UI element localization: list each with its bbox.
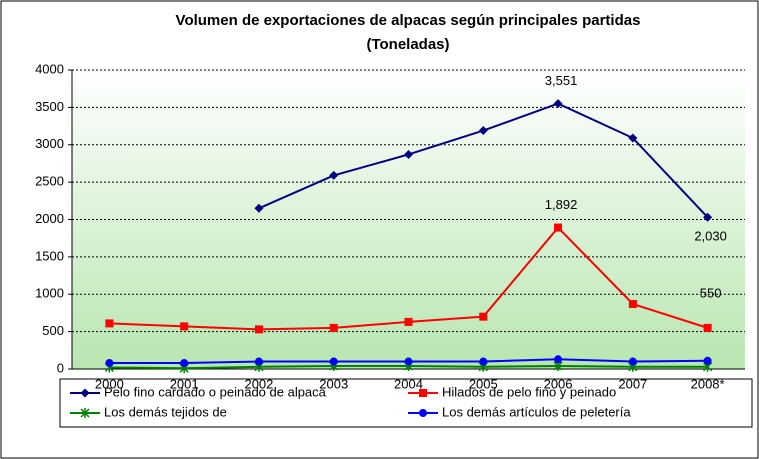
chart-subtitle: (Toneladas) [366, 36, 449, 53]
marker [628, 299, 637, 308]
x-tick-label: 2008* [691, 376, 725, 391]
marker [628, 357, 637, 366]
marker [80, 388, 90, 398]
marker [703, 356, 712, 365]
marker [419, 389, 427, 397]
marker [80, 408, 90, 418]
x-tick-label: 2007 [618, 376, 647, 391]
data-label: 2,030 [694, 229, 727, 244]
marker [554, 355, 563, 364]
legend [59, 378, 753, 428]
marker [703, 212, 713, 222]
marker [404, 149, 413, 159]
y-tick-label: 3500 [35, 99, 64, 114]
marker [553, 99, 563, 109]
y-tick-label: 4000 [35, 61, 64, 76]
legend-label: Los demás tejidos de [104, 404, 227, 419]
y-tick-label: 500 [42, 323, 64, 338]
marker [478, 126, 488, 136]
y-tick-label: 2500 [35, 174, 64, 189]
marker [180, 359, 189, 368]
x-tick-label: 2006 [544, 376, 573, 391]
x-tick-label: 2004 [394, 376, 423, 391]
marker [105, 319, 114, 328]
legend-label: Pelo fino cardado o peinado de alpaca [104, 384, 327, 399]
legend-label: Hilados de pelo fino y peinado [442, 384, 616, 399]
marker [254, 325, 263, 334]
x-tick-label: 2002 [244, 376, 273, 391]
marker [105, 359, 114, 368]
y-tick-label: 0 [57, 360, 64, 375]
y-tick-label: 1500 [35, 248, 64, 263]
y-tick-label: 2000 [35, 211, 64, 226]
data-label: 550 [700, 285, 722, 300]
y-tick-label: 3000 [35, 136, 64, 151]
marker [479, 312, 488, 321]
marker [180, 322, 189, 331]
marker [254, 357, 263, 366]
marker [254, 203, 264, 213]
marker [404, 357, 413, 366]
x-tick-label: 2005 [469, 376, 498, 391]
marker [479, 357, 488, 366]
marker [329, 357, 338, 366]
chart-title: Volumen de exportaciones de alpacas segú… [176, 12, 641, 29]
marker [329, 170, 339, 180]
x-tick-label: 2001 [170, 376, 199, 391]
marker [554, 223, 563, 232]
marker [404, 317, 413, 326]
x-tick-label: 2003 [319, 376, 348, 391]
marker [329, 323, 338, 332]
legend-label: Los demás artículos de peletería [442, 404, 631, 419]
marker [703, 323, 712, 332]
data-label: 1,892 [545, 197, 578, 212]
data-label: 3,551 [545, 73, 578, 88]
marker [628, 133, 638, 143]
y-tick-label: 1000 [35, 286, 64, 301]
marker [419, 409, 427, 417]
x-tick-label: 2000 [95, 376, 124, 391]
